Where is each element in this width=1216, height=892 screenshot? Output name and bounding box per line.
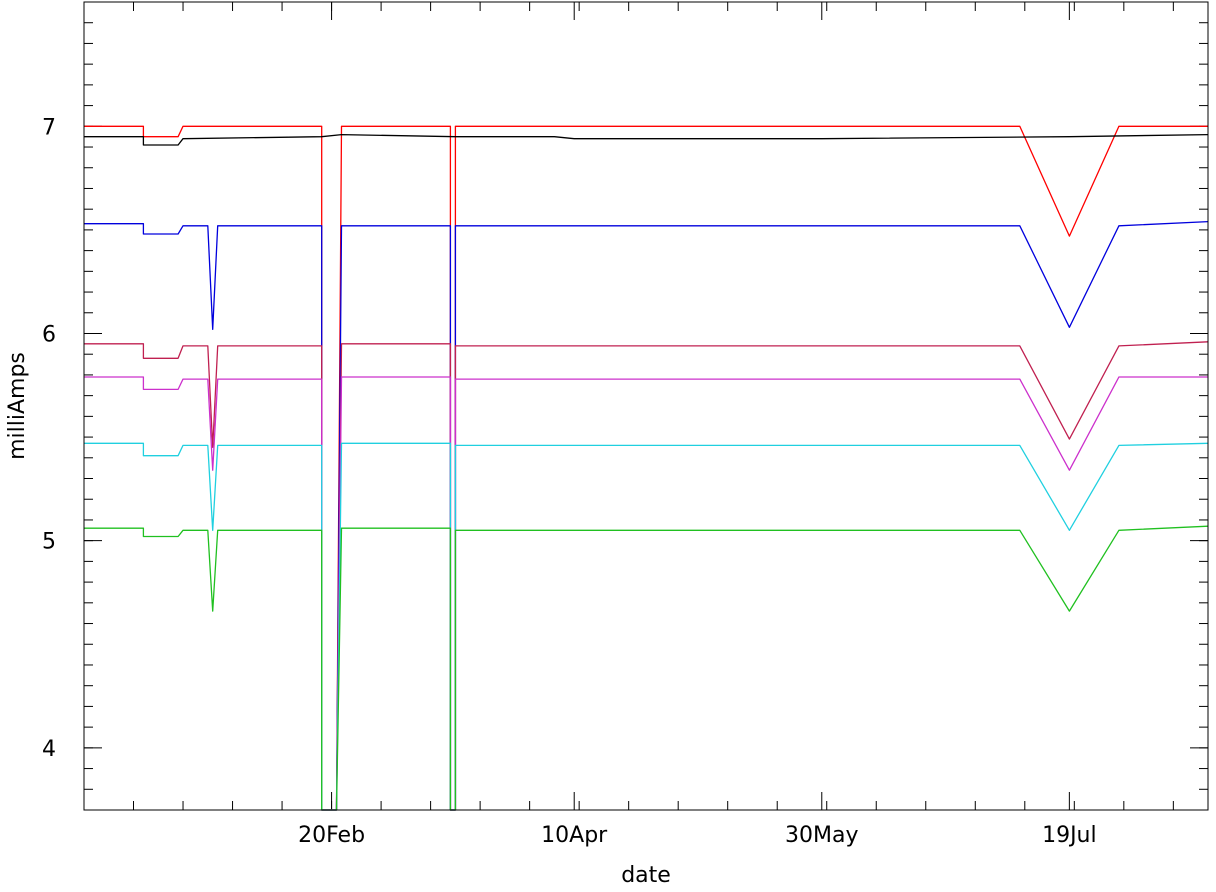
y-tick-label: 4	[42, 737, 56, 762]
x-tick-label: 10Apr	[541, 823, 608, 848]
major-ticks	[84, 2, 1208, 810]
series-line-1	[84, 125, 1208, 811]
x-tick-label: 30May	[785, 823, 858, 848]
minor-ticks	[83, 1, 1208, 811]
plot-frame	[83, 1, 1209, 811]
y-tick-label: 5	[42, 530, 56, 555]
y-axis-title: milliAmps	[5, 352, 30, 460]
x-tick-label: 20Feb	[298, 823, 365, 848]
tick-labels: 4 5 6 7 20Feb 10Apr 30May 19Jul	[42, 115, 1097, 848]
x-axis-title: date	[621, 863, 671, 888]
y-tick-label: 7	[42, 115, 56, 140]
series-line-2	[84, 133, 1209, 146]
x-tick-label: 19Jul	[1042, 823, 1097, 848]
y-tick-label: 6	[42, 322, 56, 347]
